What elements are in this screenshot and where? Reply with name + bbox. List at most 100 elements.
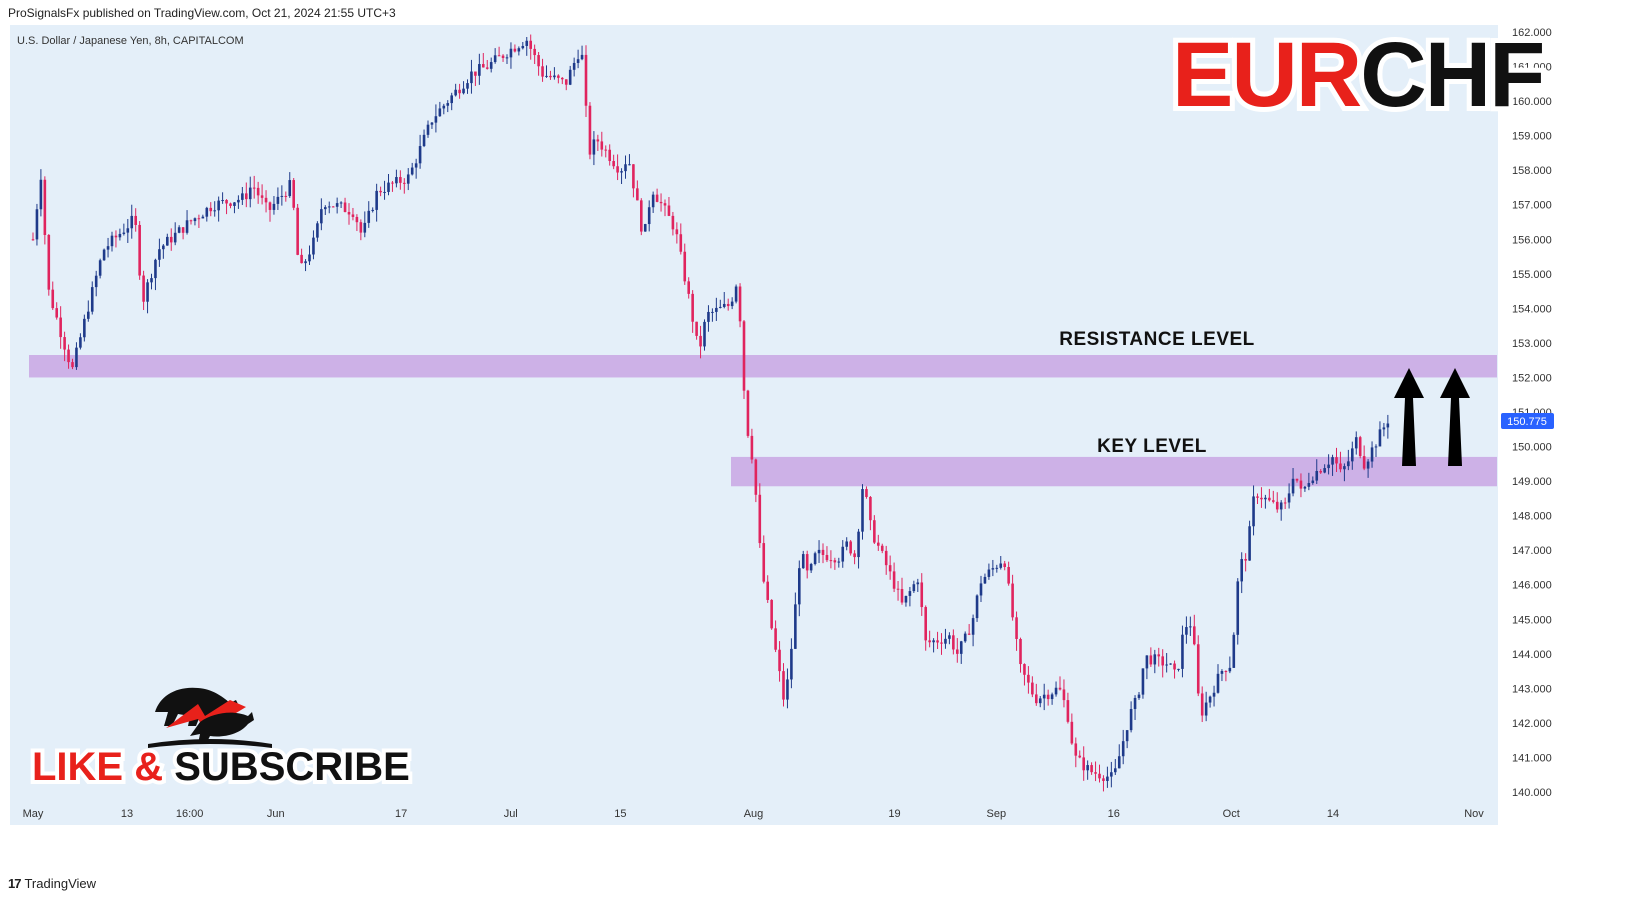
candle-body (936, 640, 939, 643)
resistance-level-label: RESISTANCE LEVEL (1059, 329, 1255, 350)
candle-body (1062, 689, 1066, 701)
candle-body (1050, 694, 1054, 700)
price-tick-label: 149.000 (1512, 476, 1552, 488)
candle-body (134, 215, 137, 225)
candle-body (430, 122, 434, 125)
time-tick-label: Nov (1464, 808, 1484, 820)
candle-body (130, 215, 134, 229)
candle-body (446, 103, 450, 106)
price-tick-label: 154.000 (1512, 303, 1552, 315)
candle-body (924, 607, 927, 641)
time-tick-label: 14 (1327, 808, 1339, 820)
candle-body (1248, 526, 1251, 561)
candle-body (829, 560, 833, 562)
candle-body (967, 633, 971, 635)
candle-body (39, 179, 43, 210)
price-axis[interactable]: 162.000 161.000 160.000 159.000 158.000 157.0… (1512, 27, 1552, 799)
candle-body (572, 62, 576, 70)
candle-body (651, 194, 655, 208)
candle-body (979, 583, 983, 596)
candle-body (474, 71, 477, 76)
candle-body (1173, 663, 1176, 670)
candle-body (1015, 617, 1018, 639)
candle-body (1208, 696, 1212, 703)
candle-body (1141, 668, 1145, 695)
price-tick-label: 155.000 (1512, 269, 1552, 281)
candle-body (821, 549, 825, 555)
candle-body (478, 64, 481, 76)
candle-body (335, 203, 339, 207)
candle-body (1066, 700, 1070, 722)
candle-body (683, 251, 687, 282)
candle-body (1031, 682, 1034, 695)
candle-body (1311, 480, 1315, 484)
candle-body (549, 75, 552, 78)
candle-body (158, 249, 161, 260)
candle-body (513, 48, 517, 52)
candle-body (43, 179, 47, 235)
candle-body (426, 124, 430, 135)
candle-body (1287, 493, 1291, 503)
candle-body (983, 576, 987, 584)
candle-body (296, 207, 299, 255)
candle-body (857, 531, 860, 558)
candle-body (1295, 478, 1299, 481)
candle-body (778, 649, 781, 672)
price-tick-label: 157.000 (1512, 200, 1552, 212)
price-tick-label: 140.000 (1512, 787, 1552, 799)
candle-body (193, 218, 197, 222)
candle-body (1272, 500, 1275, 502)
candle-body (252, 187, 256, 189)
candle-body (47, 234, 51, 290)
candle-body (1382, 427, 1386, 430)
candle-body (1196, 644, 1200, 694)
candle-body (1011, 583, 1014, 618)
candle-body (371, 209, 374, 211)
candle-body (541, 66, 544, 77)
candle-body (489, 62, 493, 69)
candle-body (1046, 694, 1050, 700)
candle-body (722, 303, 726, 307)
candle-body (320, 209, 323, 224)
candle-body (1165, 664, 1168, 666)
candle-body (217, 200, 220, 211)
candle-body (146, 282, 149, 302)
candle-body (675, 229, 679, 235)
candle-body (545, 75, 548, 77)
candle-body (71, 362, 74, 368)
candle-body (177, 227, 181, 233)
candle-body (197, 218, 201, 220)
title-part-eur: EUR (1172, 24, 1361, 126)
cta-like: LIKE & (32, 745, 174, 789)
candle-body (1086, 765, 1089, 771)
price-tick-label: 158.000 (1512, 165, 1552, 177)
candle-body (1252, 496, 1255, 527)
candle-body (304, 261, 307, 264)
candle-body (1216, 673, 1220, 693)
candle-body (466, 83, 469, 89)
candle-body (185, 220, 189, 233)
candle-body (248, 187, 252, 200)
candle-body (995, 567, 999, 569)
candle-body (655, 194, 659, 202)
time-axis[interactable]: May 13 16:00 Jun 17 Jul 15 Aug 19 Sep 16 Oct 14 Nov (23, 808, 1485, 820)
price-tick-label: 150.000 (1512, 442, 1552, 454)
candle-body (932, 640, 935, 643)
candle-body (280, 195, 284, 197)
candle-body (1098, 773, 1101, 779)
candle-body (1283, 502, 1287, 504)
candle-body (59, 317, 62, 338)
candle-body (746, 390, 750, 436)
price-tick-label: 153.000 (1512, 338, 1552, 350)
candle-body (837, 561, 841, 563)
tradingview-footer[interactable]: 17 TradingView (8, 876, 96, 891)
candle-body (884, 550, 888, 566)
candle-body (944, 638, 947, 644)
candle-body (399, 177, 402, 183)
candle-body (410, 167, 414, 175)
candle-body (1378, 429, 1382, 447)
candle-body (1370, 447, 1374, 462)
candle-body (667, 205, 671, 216)
candle-body (375, 190, 378, 210)
